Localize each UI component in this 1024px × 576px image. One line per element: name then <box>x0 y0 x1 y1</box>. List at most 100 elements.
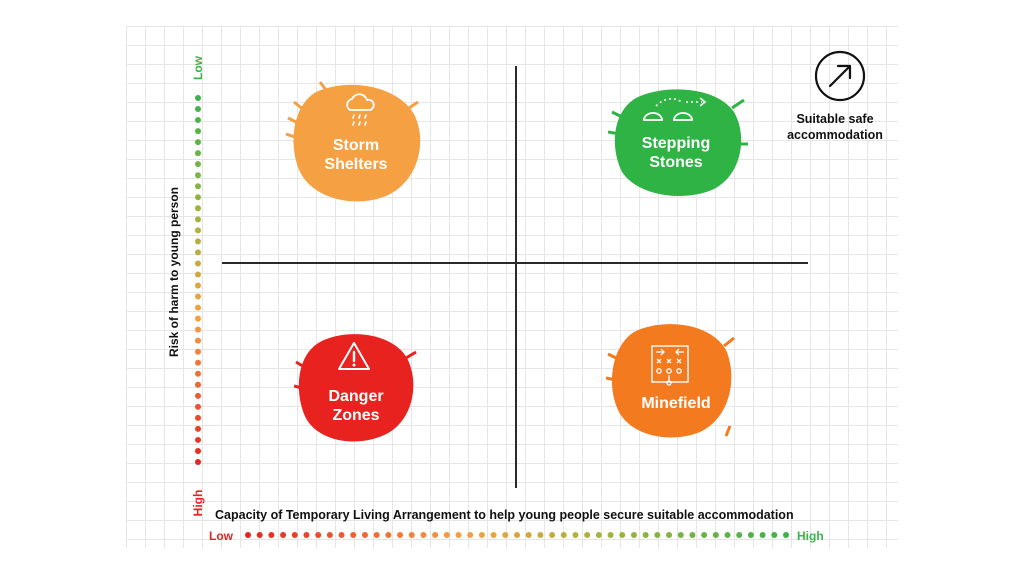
risk-high-label: High <box>191 489 205 517</box>
risk-scale-dot <box>195 183 201 190</box>
capacity-low-label: Low <box>209 529 233 543</box>
capacity-scale-dot <box>712 532 719 538</box>
risk-scale-dot <box>195 436 201 443</box>
capacity-scale-dot <box>350 532 357 538</box>
risk-scale-dot <box>195 425 201 432</box>
storm-shelters-blob <box>286 81 421 202</box>
risk-scale-dot <box>195 128 201 135</box>
capacity-scale-dot <box>666 532 673 538</box>
capacity-scale-dot <box>572 532 579 538</box>
capacity-scale-dot <box>280 532 287 538</box>
capacity-scale-dot <box>759 532 766 538</box>
tactics-board-icon <box>651 345 689 386</box>
capacity-scale-dot <box>537 532 544 538</box>
capacity-high-label: High <box>797 529 824 543</box>
risk-scale-dot <box>195 95 201 101</box>
risk-scale-dot <box>195 172 201 179</box>
capacity-scale-dot <box>514 532 520 538</box>
capacity-scale-dot <box>338 532 345 538</box>
capacity-scale-dot <box>443 532 450 538</box>
capacity-scale-dot <box>654 532 661 538</box>
capacity-scale-dot <box>724 532 731 538</box>
capacity-scale-dot <box>747 532 754 538</box>
stepping-stones-icon <box>643 97 707 121</box>
capacity-scale-dot <box>303 532 310 538</box>
risk-scale-dot <box>195 106 201 113</box>
capacity-scale-dot <box>689 532 696 538</box>
risk-scale-dot <box>195 238 201 245</box>
risk-scale-dot <box>195 359 201 366</box>
risk-scale-dot <box>195 414 201 421</box>
capacity-scale-dot <box>549 532 556 538</box>
capacity-scale-dot <box>642 532 649 538</box>
capacity-scale-dot <box>373 532 380 538</box>
suitable-accommodation-label: Suitable safe accommodation <box>787 112 883 142</box>
risk-scale-dot <box>195 227 201 234</box>
risk-scale-dot <box>195 260 201 267</box>
capacity-scale-dot <box>619 532 626 538</box>
vertical-axis <box>515 66 517 488</box>
warning-icon <box>338 342 370 370</box>
risk-scale-dot <box>195 459 201 465</box>
capacity-scale-dot <box>525 532 532 538</box>
risk-scale-dot <box>195 139 201 146</box>
horizontal-axis <box>222 262 808 264</box>
arrow-up-right-icon <box>814 50 866 102</box>
risk-scale-dot <box>195 194 201 201</box>
capacity-scale-dot <box>736 532 743 538</box>
capacity-scale-dot <box>385 532 392 538</box>
minefield-label: Minefield <box>641 395 711 412</box>
capacity-scale-dot <box>245 532 251 538</box>
capacity-scale-dot <box>420 532 427 538</box>
capacity-scale-dot <box>326 532 333 538</box>
capacity-scale-dot <box>268 532 275 538</box>
y-axis-title: Risk of harm to young person <box>167 186 181 358</box>
risk-scale-dot <box>195 282 201 289</box>
risk-scale-dot <box>195 381 201 388</box>
capacity-scale-dot <box>408 532 415 538</box>
risk-scale-dot <box>195 403 201 410</box>
risk-scale-dot <box>195 337 201 344</box>
risk-scale-dot <box>195 216 201 223</box>
risk-scale-dot <box>195 326 201 333</box>
danger-zones-blob <box>294 334 417 442</box>
risk-scale-dot <box>195 150 201 157</box>
capacity-scale-dot <box>560 532 567 538</box>
capacity-scale-dot <box>478 532 485 538</box>
risk-scale-dot <box>195 447 201 454</box>
capacity-scale-dot <box>467 532 474 538</box>
risk-scale-dot <box>195 161 201 168</box>
risk-scale-dot <box>195 392 201 399</box>
capacity-scale-dot <box>584 532 591 538</box>
risk-scale-dot <box>195 293 201 300</box>
risk-scale-dot <box>195 304 201 311</box>
capacity-scale-dot <box>701 532 708 538</box>
capacity-scale-dot <box>630 532 637 538</box>
background-grid <box>126 26 898 548</box>
capacity-scale-dot <box>595 532 602 538</box>
stepping-stones-label: Stepping Stones <box>641 135 711 171</box>
capacity-scale-dot <box>397 532 404 538</box>
risk-scale-dot <box>195 205 201 212</box>
cloud-rain-icon <box>346 93 375 126</box>
capacity-scale-dot <box>455 532 462 538</box>
capacity-scale-dot <box>490 532 497 538</box>
risk-scale-dot <box>195 315 201 322</box>
capacity-scale-dot <box>361 532 368 538</box>
capacity-scale-dot <box>315 532 322 538</box>
capacity-scale-dot <box>291 532 298 538</box>
risk-scale-dot <box>195 249 201 256</box>
x-axis-title: Capacity of Temporary Living Arrangement… <box>215 508 794 522</box>
capacity-scale-dot <box>677 532 684 538</box>
risk-scale-dot <box>195 348 201 355</box>
danger-zones-label: Danger Zones <box>328 388 384 424</box>
risk-scale-dot <box>195 271 201 278</box>
capacity-scale-dot <box>771 532 778 538</box>
capacity-scale-dot <box>432 532 439 538</box>
capacity-scale-dot <box>783 532 789 538</box>
minefield-blob <box>606 324 735 438</box>
risk-scale-dot <box>195 370 201 377</box>
capacity-scale-dot <box>256 532 263 538</box>
